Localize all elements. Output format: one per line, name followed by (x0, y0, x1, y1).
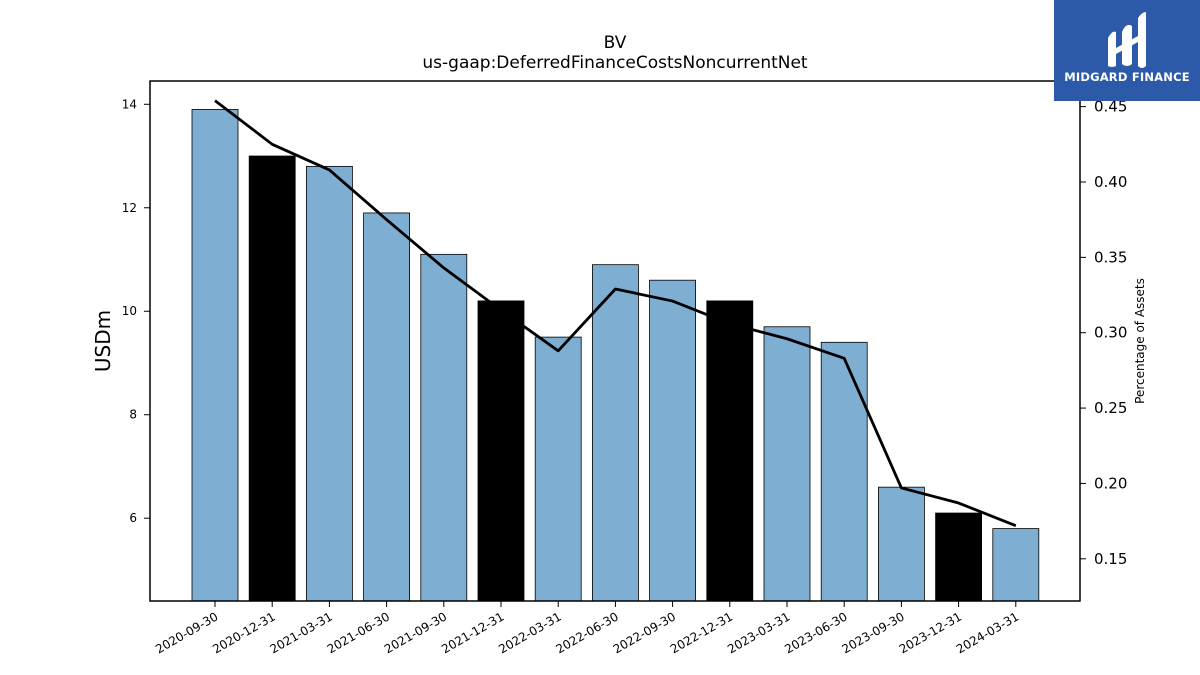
y2-tick-label: 0.45 (1094, 98, 1127, 116)
y-tick-label: 12 (122, 201, 137, 215)
x-tick-label: 2022-06-30 (553, 609, 620, 656)
left-axis: 6 8 10 12 14 (122, 97, 150, 525)
bar-2021-06-30 (363, 212, 411, 602)
bars-layer (191, 109, 1040, 602)
bar-2020-09-30 (191, 109, 239, 602)
x-tick-label: 2022-09-30 (611, 609, 678, 656)
x-tick-label: 2023-09-30 (839, 609, 906, 656)
y2-axis-label: Percentage of Assets (1133, 278, 1147, 404)
x-tick-label: 2021-03-31 (267, 609, 334, 656)
bar-2022-03-31 (534, 336, 582, 602)
bar-2023-12-31 (935, 512, 982, 602)
chart-subtitle: us-gaap:DeferredFinanceCostsNoncurrentNe… (422, 53, 808, 73)
bar-2021-09-30 (420, 253, 468, 602)
x-tick-label: 2020-09-30 (153, 609, 220, 656)
bar-2022-12-31 (706, 300, 754, 602)
y2-tick-label: 0.25 (1094, 399, 1127, 417)
x-tick-label: 2022-12-31 (668, 609, 735, 656)
y-axis-label: USDm (91, 310, 115, 372)
y-tick-label: 14 (122, 97, 137, 111)
x-tick-label: 2021-09-30 (382, 609, 449, 656)
brand-logo: MIDGARD FINANCE (1054, 0, 1200, 101)
bar-2023-06-30 (820, 341, 868, 602)
y2-tick-label: 0.15 (1094, 550, 1127, 568)
bar-2021-12-31 (477, 300, 525, 602)
x-tick-label: 2023-12-31 (897, 609, 964, 656)
y2-tick-label: 0.30 (1094, 324, 1127, 342)
bar-2024-03-31 (992, 528, 1040, 602)
right-axis: 0.15 0.20 0.25 0.30 0.35 0.40 0.45 (1080, 98, 1127, 568)
bar-2023-03-31 (763, 326, 811, 602)
bar-2022-09-30 (649, 279, 696, 602)
y-tick-label: 8 (129, 408, 137, 422)
bar-2021-03-31 (305, 165, 353, 602)
chart-title: BV (604, 33, 627, 53)
x-axis: 2020-09-302020-12-312021-03-312021-06-30… (153, 601, 1021, 656)
x-tick-label: 2020-12-31 (210, 609, 277, 656)
y-tick-label: 6 (129, 511, 137, 525)
logo-mark-icon (1108, 12, 1146, 68)
x-tick-label: 2023-03-31 (725, 609, 792, 656)
brand-name: MIDGARD FINANCE (1064, 70, 1190, 84)
x-tick-label: 2021-06-30 (325, 609, 392, 656)
y-tick-label: 10 (122, 304, 137, 318)
x-tick-label: 2022-03-31 (496, 609, 563, 656)
bar-2022-06-30 (592, 264, 639, 602)
x-tick-label: 2024-03-31 (954, 609, 1021, 656)
y2-tick-label: 0.20 (1094, 474, 1127, 492)
line-layer (214, 99, 1017, 527)
bar-2020-12-31 (248, 155, 296, 602)
y2-tick-label: 0.35 (1094, 248, 1127, 266)
x-tick-label: 2023-06-30 (782, 609, 849, 656)
percentage-line (214, 99, 1017, 527)
bar-2023-09-30 (878, 486, 925, 602)
x-tick-label: 2021-12-31 (439, 609, 506, 656)
y2-tick-label: 0.40 (1094, 173, 1127, 191)
